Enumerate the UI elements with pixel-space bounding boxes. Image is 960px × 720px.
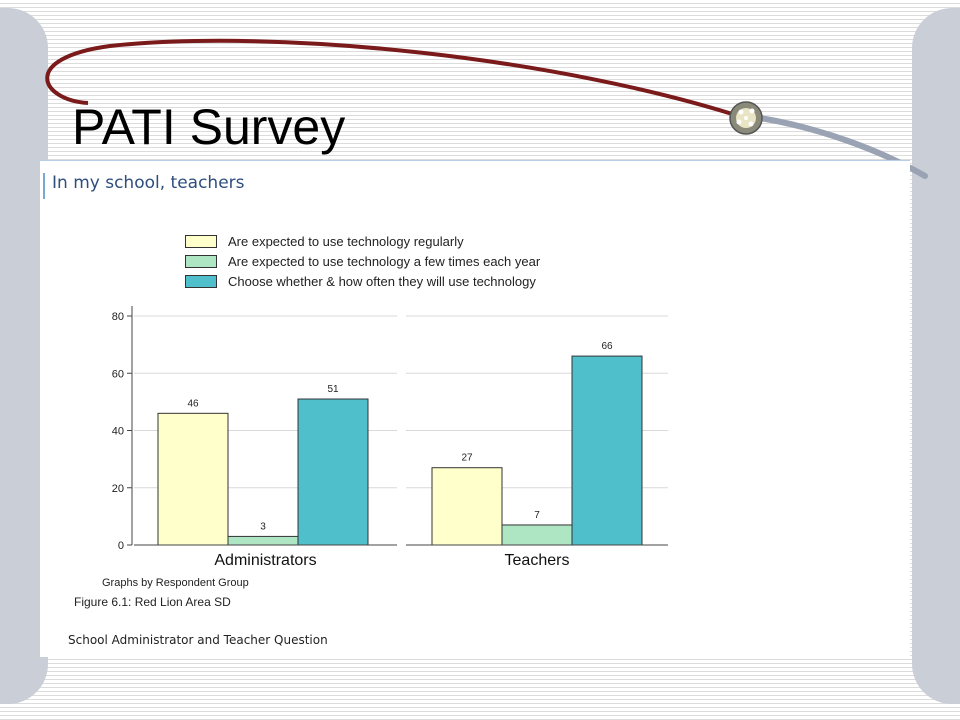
legend-label-few-times: Are expected to use technology a few tim… [228,253,541,269]
data-label-teachers-choose: 66 [601,341,613,352]
data-label-teachers-few-times: 7 [534,510,540,521]
graphs-by-note: Graphs by Respondent Group [102,577,249,589]
slide-title: PATI Survey [72,99,346,155]
y-tick-label-20: 20 [112,483,124,495]
bar-teachers-few-times [501,524,573,546]
y-tick-label-40: 40 [112,426,124,438]
globe-icon [729,101,763,135]
legend-item-regularly: Are expected to use technology regularly [185,231,540,251]
y-tick-label-0: 0 [118,540,124,552]
legend-label-choose: Choose whether & how often they will use… [228,273,536,289]
legend-swatch-regularly [185,234,217,248]
question-note: School Administrator and Teacher Questio… [68,633,328,647]
figure-caption: Figure 6.1: Red Lion Area SD [74,595,231,609]
swoosh-curve [45,38,746,120]
panel-label-administrators: Administrators [214,552,316,569]
panel-heading: In my school, teachers [52,173,245,193]
legend-swatch-choose [185,274,217,288]
legend-label-regularly: Are expected to use technology regularly [228,233,464,249]
bar-administrators-regularly [157,412,229,546]
bar-chart: 0 20 40 60 80 46 3 51 Administrators 27 7 66 Teacher… [112,306,668,569]
bar-administrators-few-times [227,535,299,546]
bar-administrators-choose [297,398,369,546]
legend-item-few-times: Are expected to use technology a few tim… [185,251,540,271]
legend-swatch-few-times [185,254,217,268]
legend-item-choose: Choose whether & how often they will use… [185,271,540,291]
bar-teachers-regularly [431,467,503,546]
bar-teachers-choose [571,355,643,546]
data-label-teachers-regularly: 27 [461,453,473,464]
panel-accent-bar [43,173,45,199]
panel-label-teachers: Teachers [505,552,570,569]
data-label-administrators-choose: 51 [327,384,339,395]
right-side-bar [912,8,960,704]
chart-legend: Are expected to use technology regularly… [185,231,540,291]
y-tick-label-60: 60 [112,368,124,380]
data-label-administrators-regularly: 46 [187,398,199,409]
chart-panel: In my school, teachers Are expected to u… [40,160,910,657]
data-label-administrators-few-times: 3 [260,521,266,532]
y-tick-label-80: 80 [112,311,124,323]
